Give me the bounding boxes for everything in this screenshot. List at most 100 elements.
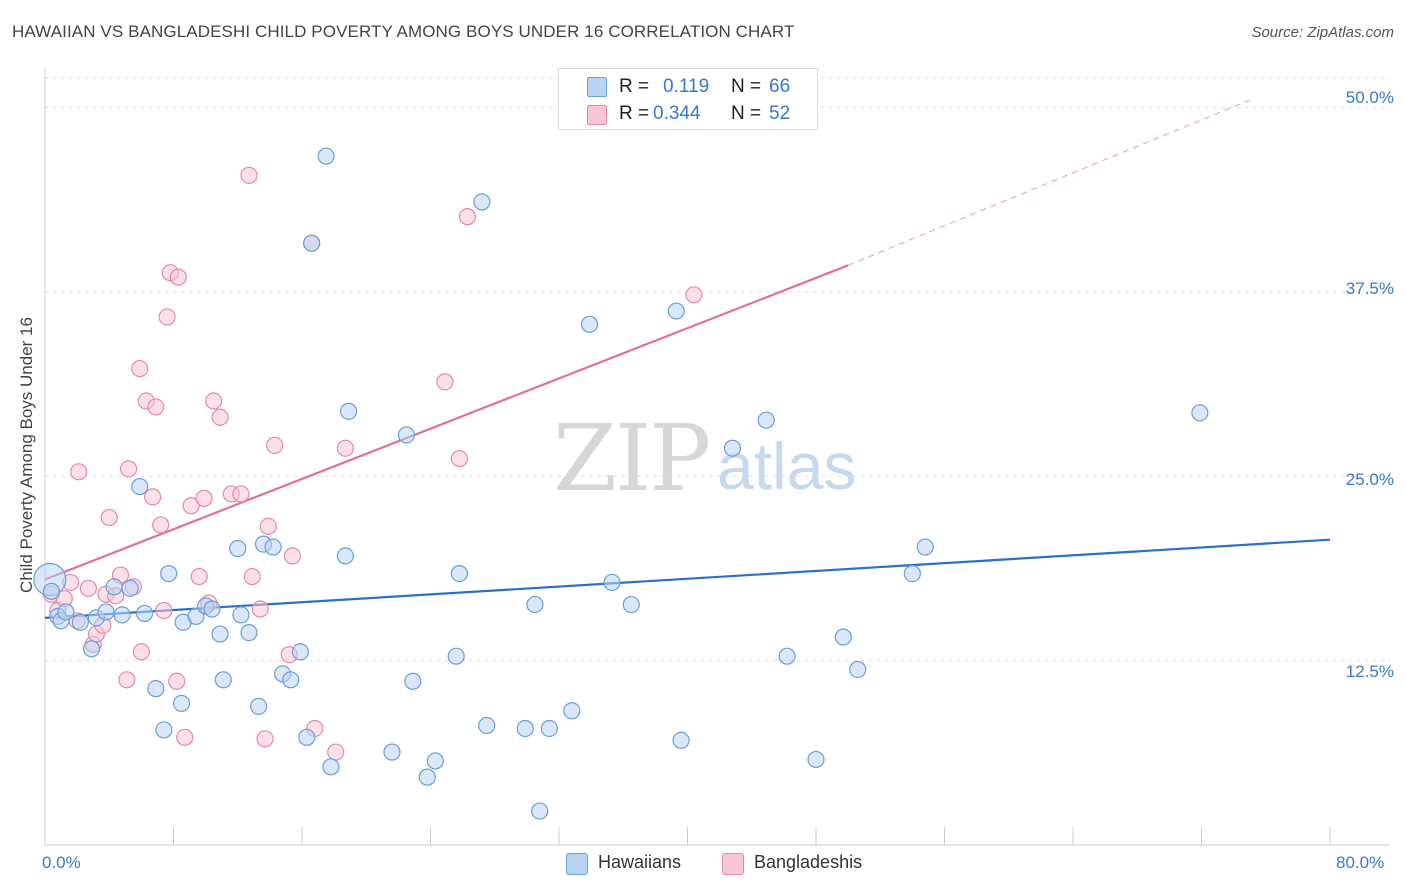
y-tick-label-12-5: 12.5% xyxy=(1345,662,1394,681)
point-hawaiians xyxy=(563,702,581,720)
legend-n-label: N = xyxy=(731,103,762,124)
legend-swatch-hawaiians xyxy=(587,77,607,97)
point-bangladeshis xyxy=(158,308,176,326)
point-bangladeshis xyxy=(211,408,229,426)
point-hawaiians xyxy=(121,579,139,597)
point-hawaiians xyxy=(1191,404,1209,422)
legend-n-label: N = xyxy=(731,76,762,97)
point-hawaiians xyxy=(603,573,621,592)
bottom-legend-swatch-bangladeshis xyxy=(722,853,744,875)
bottom-legend-hawaiians: Hawaiians xyxy=(598,852,682,872)
legend-n-value: 66 xyxy=(769,76,791,97)
point-hawaiians xyxy=(336,547,354,565)
point-hawaiians xyxy=(404,672,422,690)
point-bangladeshis xyxy=(283,547,301,565)
point-hawaiians xyxy=(211,625,229,643)
point-hawaiians xyxy=(667,302,685,320)
point-hawaiians xyxy=(397,426,416,444)
y-tick-label-50: 50.0% xyxy=(1345,88,1394,107)
point-hawaiians xyxy=(834,628,852,646)
point-bangladeshis xyxy=(685,286,703,304)
point-hawaiians xyxy=(82,640,101,658)
watermark-atlas: atlas xyxy=(717,429,857,503)
point-hawaiians xyxy=(172,694,191,713)
point-hawaiians xyxy=(526,595,544,614)
point-bangladeshis xyxy=(155,601,173,620)
legend-swatch-bangladeshis xyxy=(587,105,607,125)
point-hawaiians xyxy=(723,439,742,457)
point-hawaiians xyxy=(339,402,358,420)
point-hawaiians xyxy=(160,564,178,583)
point-hawaiians xyxy=(903,564,921,583)
point-bangladeshis xyxy=(176,728,194,746)
point-hawaiians xyxy=(264,538,282,556)
point-hawaiians xyxy=(622,595,640,614)
point-hawaiians xyxy=(113,606,131,624)
point-hawaiians xyxy=(97,603,115,621)
point-hawaiians xyxy=(540,719,558,738)
point-hawaiians xyxy=(303,234,321,252)
point-bangladeshis xyxy=(327,743,345,761)
point-bangladeshis xyxy=(266,436,284,454)
point-bangladeshis xyxy=(100,508,118,527)
point-bangladeshis xyxy=(232,485,250,503)
point-bangladeshis xyxy=(119,460,138,478)
point-bangladeshis xyxy=(436,373,454,391)
point-hawaiians xyxy=(757,411,775,429)
point-hawaiians xyxy=(203,600,221,618)
point-hawaiians xyxy=(250,697,268,715)
chart-title: HAWAIIAN VS BANGLADESHI CHILD POVERTY AM… xyxy=(12,22,795,41)
point-hawaiians xyxy=(298,728,316,746)
point-bangladeshis xyxy=(168,672,186,690)
trend-line-bangladeshis xyxy=(44,264,849,581)
point-bangladeshis xyxy=(458,208,477,226)
point-hawaiians xyxy=(672,731,690,749)
point-hawaiians xyxy=(42,582,61,600)
x-tick-label-max: 80.0% xyxy=(1336,853,1385,872)
point-hawaiians xyxy=(147,680,165,698)
point-bangladeshis xyxy=(118,671,136,689)
point-hawaiians xyxy=(478,716,496,735)
point-hawaiians xyxy=(135,604,154,623)
point-hawaiians xyxy=(229,539,247,558)
point-bangladeshis xyxy=(336,439,354,457)
point-bangladeshis xyxy=(169,268,187,286)
axes xyxy=(44,68,1390,846)
point-hawaiians xyxy=(450,564,469,583)
point-hawaiians xyxy=(447,647,465,665)
point-bangladeshis xyxy=(240,166,258,184)
point-hawaiians xyxy=(849,660,867,679)
point-hawaiians xyxy=(57,603,75,621)
point-bangladeshis xyxy=(190,567,208,586)
bottom-legend-bangladeshis: Bangladeshis xyxy=(754,852,863,872)
y-tick-label-25: 25.0% xyxy=(1345,470,1394,489)
point-hawaiians xyxy=(916,538,934,556)
point-hawaiians xyxy=(131,477,149,496)
y-tick-label-37-5: 37.5% xyxy=(1345,279,1394,298)
point-hawaiians xyxy=(426,752,444,770)
point-hawaiians xyxy=(214,671,232,689)
data-points xyxy=(33,147,1209,820)
x-tick-label-min: 0.0% xyxy=(42,853,81,872)
source-credit: Source: ZipAtlas.com xyxy=(1251,24,1394,41)
point-hawaiians xyxy=(516,719,534,738)
point-hawaiians xyxy=(580,315,599,333)
point-bangladeshis xyxy=(131,359,149,378)
point-bangladeshis xyxy=(70,463,88,481)
point-hawaiians xyxy=(383,743,401,761)
point-hawaiians xyxy=(807,750,825,769)
point-bangladeshis xyxy=(152,516,170,534)
point-hawaiians xyxy=(778,647,796,665)
point-bangladeshis xyxy=(132,643,150,661)
point-hawaiians xyxy=(473,193,491,211)
trend-line-bangladeshis-extension xyxy=(847,99,1250,266)
point-hawaiians xyxy=(155,721,173,739)
point-bangladeshis xyxy=(182,497,200,515)
point-bangladeshis xyxy=(195,489,213,507)
bottom-legend-swatch-hawaiians xyxy=(566,853,588,875)
point-hawaiians xyxy=(291,643,309,661)
point-bangladeshis xyxy=(79,579,97,597)
point-hawaiians xyxy=(232,606,250,624)
point-bangladeshis xyxy=(259,517,277,536)
watermark-zip: ZIP xyxy=(553,405,711,512)
